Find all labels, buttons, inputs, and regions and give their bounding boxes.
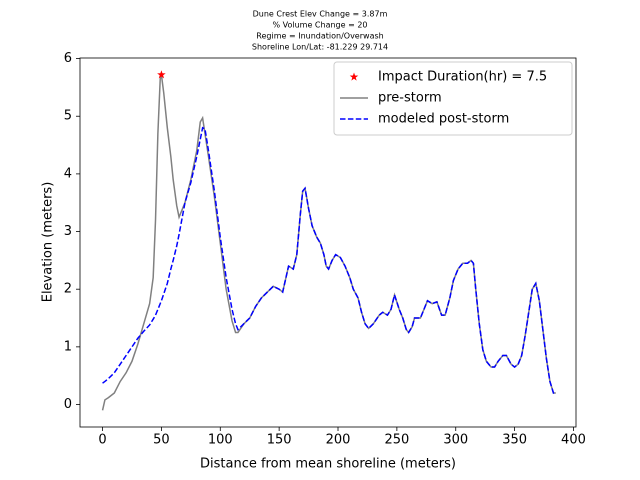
legend-label: Impact Duration(hr) = 7.5: [378, 70, 547, 85]
y-tick-label: 6: [64, 51, 72, 66]
chart-title: Shoreline Lon/Lat: -81.229 29.714: [252, 43, 388, 52]
data-line: [102, 126, 556, 394]
x-tick-label: 300: [443, 433, 468, 448]
x-tick-label: 100: [208, 433, 233, 448]
legend-box: [333, 61, 573, 136]
chart-title: % Volume Change = 20: [272, 21, 367, 30]
legend-label: pre-storm: [378, 91, 442, 106]
x-tick-label: 50: [153, 433, 170, 448]
x-axis-label: Distance from mean shoreline (meters): [200, 457, 456, 472]
x-tick-label: 250: [384, 433, 409, 448]
x-tick-label: 0: [98, 433, 106, 448]
y-axis-label: Elevation (meters): [41, 182, 56, 303]
chart-title: Regime = Inundation/Overwash: [256, 32, 383, 41]
y-tick-label: 1: [64, 339, 72, 354]
legend-marker: [349, 72, 359, 81]
chart-title: Dune Crest Elev Change = 3.87m: [253, 10, 388, 19]
axes-frame: [79, 57, 577, 428]
x-tick-label: 200: [326, 433, 351, 448]
y-tick-label: 2: [64, 282, 72, 297]
y-tick-label: 0: [64, 397, 72, 412]
legend-label: modeled post-storm: [378, 112, 509, 127]
y-tick-label: 4: [64, 166, 72, 181]
impact-marker: [157, 70, 166, 79]
x-tick-label: 400: [561, 433, 586, 448]
y-tick-label: 5: [64, 109, 72, 124]
x-tick-label: 150: [267, 433, 292, 448]
x-tick-label: 350: [502, 433, 527, 448]
y-tick-label: 3: [64, 224, 72, 239]
